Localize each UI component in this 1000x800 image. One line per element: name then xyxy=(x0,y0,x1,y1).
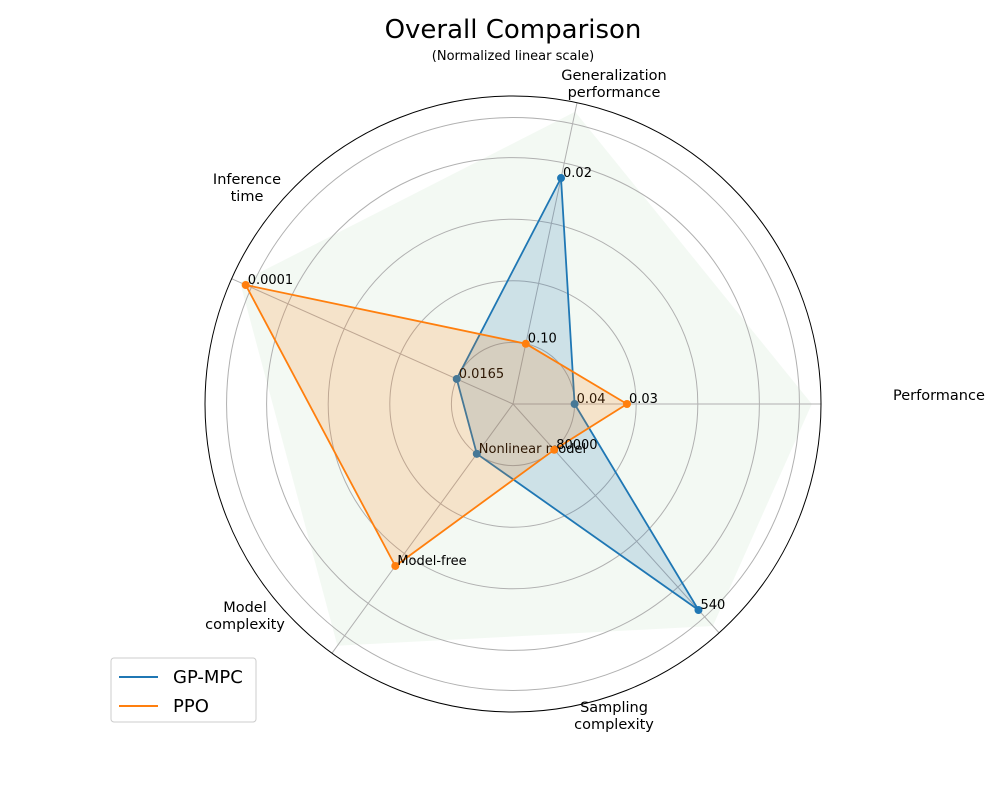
line-gp-mpc xyxy=(455,177,700,611)
value-label-ppo-1: 0.03 xyxy=(629,392,658,407)
value-label-ppo-4: Model-free xyxy=(397,554,466,569)
value-label-gp-mpc-2: 0.02 xyxy=(563,166,592,181)
point-ppo-4 xyxy=(391,561,400,570)
area-ppo xyxy=(245,285,627,566)
point-gp-mpc-5 xyxy=(694,605,703,614)
line-ppo xyxy=(244,284,628,567)
plot-area: Performance Generalization performance Infe… xyxy=(204,68,985,733)
point-ppo-2 xyxy=(521,339,530,348)
axis-label-generalization-performance: Generalization performance xyxy=(561,68,666,101)
spoke-4 xyxy=(331,403,514,654)
outer-frame xyxy=(204,95,822,713)
axis-label-inference-time: Inference time xyxy=(213,172,281,205)
value-label-ppo-3: 0.0001 xyxy=(248,273,294,288)
chart-title: Overall Comparison xyxy=(385,15,642,45)
point-gp-mpc-2 xyxy=(557,174,566,183)
axis-label-sampling-complexity: Sampling complexity xyxy=(574,700,654,733)
spoke-5 xyxy=(512,403,720,634)
axis-label-performance: Performance xyxy=(893,388,985,404)
background-region xyxy=(240,111,812,646)
point-gp-mpc-1 xyxy=(570,400,579,408)
point-gp-mpc-3 xyxy=(452,374,461,383)
point-ppo-5 xyxy=(550,445,559,454)
chart-subtitle: (Normalized linear scale) xyxy=(432,49,594,64)
value-label-gp-mpc-1: 0.04 xyxy=(577,392,606,407)
point-ppo-3 xyxy=(241,280,250,289)
legend: GP-MPC PPO xyxy=(110,657,257,723)
value-label-ppo-5: 80000 xyxy=(556,438,597,453)
value-label-gp-mpc-5: 540 xyxy=(700,598,725,613)
value-label-ppo-2: 0.10 xyxy=(528,332,557,347)
legend-label-ppo: PPO xyxy=(173,696,209,717)
area-gp-mpc xyxy=(456,178,699,610)
value-label-gp-mpc-3: 0.0165 xyxy=(459,367,505,382)
point-ppo-1 xyxy=(622,400,631,408)
axis-label-model-complexity: Model complexity xyxy=(205,600,285,633)
spoke-2 xyxy=(512,102,578,405)
spoke-3 xyxy=(231,278,514,405)
point-gp-mpc-4 xyxy=(472,449,481,458)
legend-label-gp-mpc: GP-MPC xyxy=(173,667,243,688)
